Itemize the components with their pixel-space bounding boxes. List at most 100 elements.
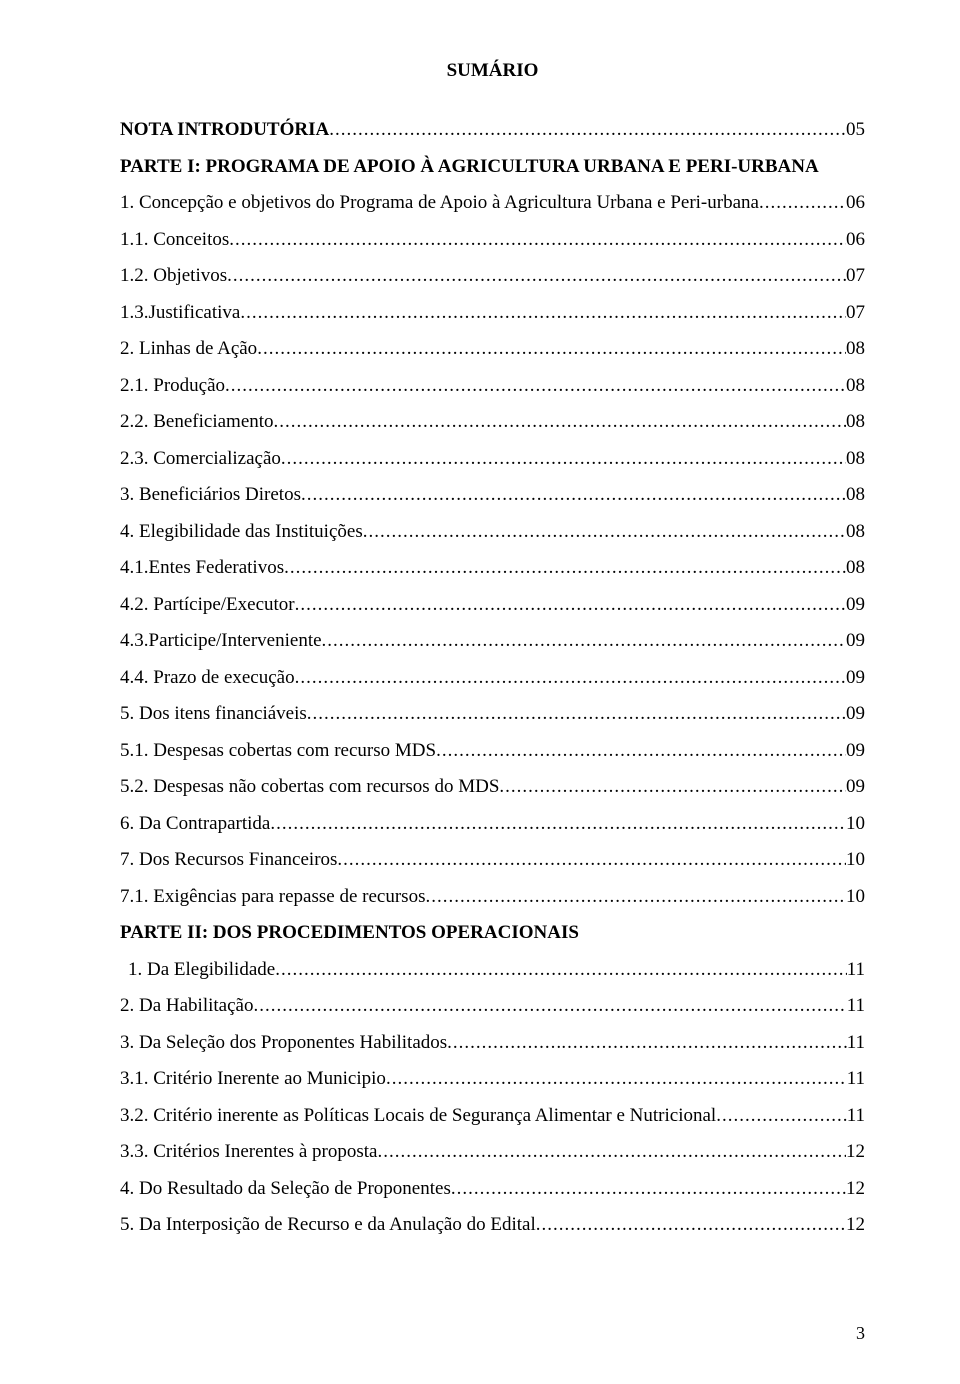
toc-entry-text: PARTE II: DOS PROCEDIMENTOS OPERACIONAIS [120, 923, 865, 942]
toc-entry-text: 5.2. Despesas não cobertas com recursos … [120, 777, 499, 796]
page-number: 3 [856, 1323, 865, 1344]
document-title: SUMÁRIO [120, 60, 865, 82]
toc-entry-page: 08 [846, 376, 865, 395]
toc-dots [225, 376, 846, 395]
toc-entry-page: 08 [846, 558, 865, 577]
toc-entry: 4.2. Partícipe/Executor 09 [120, 595, 865, 614]
toc-dots [240, 303, 846, 322]
toc-entry: 7. Dos Recursos Financeiros10 [120, 850, 865, 869]
toc-entry-page: 11 [847, 960, 865, 979]
toc-entry-text: 1.3.Justificativa [120, 303, 240, 322]
toc-entry-page: 08 [846, 485, 865, 504]
toc-entry-text: 4.3.Participe/Interveniente [120, 631, 322, 650]
toc-entry-page: 08 [846, 522, 865, 541]
toc-entry: 7.1. Exigências para repasse de recursos… [120, 887, 865, 906]
toc-dots [386, 1069, 847, 1088]
toc-entry-page: 10 [846, 814, 865, 833]
toc-entry-page: 12 [846, 1215, 865, 1234]
toc-entry: 3.3. Critérios Inerentes à proposta 12 [120, 1142, 865, 1161]
toc-dots [281, 449, 846, 468]
toc-dots [295, 595, 846, 614]
toc-dots [295, 668, 846, 687]
toc-dots [759, 193, 846, 212]
toc-entry-page: 09 [846, 704, 865, 723]
toc-entry: 1. Da Elegibilidade 11 [120, 960, 865, 979]
toc-entry-page: 07 [846, 303, 865, 322]
toc-entry-page: 05 [846, 120, 865, 139]
toc-entry: 6. Da Contrapartida10 [120, 814, 865, 833]
toc-entry-text: 7.1. Exigências para repasse de recursos [120, 887, 425, 906]
toc-dots [377, 1142, 846, 1161]
toc-dots [447, 1033, 561, 1052]
toc-entry-page: 09 [846, 668, 865, 687]
toc-entry-page: 09 [846, 741, 865, 760]
toc-entry-text: 3.3. Critérios Inerentes à proposta [120, 1142, 377, 1161]
toc-entry: 1.3.Justificativa 07 [120, 303, 865, 322]
toc-dots [561, 1033, 846, 1052]
toc-entry: 4. Elegibilidade das Instituições 08 [120, 522, 865, 541]
toc-entry-page: 12 [846, 1142, 865, 1161]
toc-dots [274, 412, 846, 431]
toc-dots [536, 1215, 846, 1234]
toc-entry: 1.2. Objetivos 07 [120, 266, 865, 285]
toc-entry-text: 4. Elegibilidade das Instituições [120, 522, 363, 541]
toc-entry-text: 5. Da Interposição de Recurso e da Anula… [120, 1215, 536, 1234]
toc-entry-page: 10 [846, 887, 865, 906]
toc-entry-text: 2.2. Beneficiamento [120, 412, 274, 431]
toc-dots [275, 960, 846, 979]
toc-entry-text: 1.2. Objetivos [120, 266, 227, 285]
toc-entry-page: 09 [846, 595, 865, 614]
toc-dots [716, 1106, 847, 1125]
toc-entry-text: 2. Da Habilitação [120, 996, 253, 1015]
toc-entry: 3. Beneficiários Diretos08 [120, 485, 865, 504]
toc-dots [257, 339, 846, 358]
toc-entry-text: 2.1. Produção [120, 376, 225, 395]
toc-entry-text: 3.2. Critério inerente as Políticas Loca… [120, 1106, 716, 1125]
toc-entry-page: 08 [846, 449, 865, 468]
table-of-contents: NOTA INTRODUTÓRIA05 PARTE I: PROGRAMA DE … [120, 120, 865, 1234]
toc-entry-page: 08 [846, 412, 865, 431]
toc-entry-text: 4.4. Prazo de execução [120, 668, 295, 687]
toc-entry-text: 3. Da Seleção dos Proponentes Habilitado… [120, 1033, 447, 1052]
toc-entry: 5.2. Despesas não cobertas com recursos … [120, 777, 865, 796]
toc-entry-text: 4.1.Entes Federativos [120, 558, 284, 577]
toc-entry: PARTE I: PROGRAMA DE APOIO À AGRICULTURA… [120, 157, 865, 176]
toc-dots [307, 704, 846, 723]
toc-entry-page: 09 [846, 631, 865, 650]
toc-entry-page: 12 [846, 1179, 865, 1198]
toc-dots [499, 777, 846, 796]
toc-entry-page: 11 [847, 1033, 865, 1052]
toc-entry: 2. Da Habilitação11 [120, 996, 865, 1015]
toc-entry-page: 06 [846, 193, 865, 212]
toc-dots [270, 814, 846, 833]
toc-entry-page: 11 [847, 1069, 865, 1088]
toc-entry: 1.1. Conceitos06 [120, 230, 865, 249]
toc-entry-text: 1. Da Elegibilidade [120, 960, 275, 979]
toc-dots [425, 887, 846, 906]
toc-entry-page: 07 [846, 266, 865, 285]
toc-entry-text: 7. Dos Recursos Financeiros [120, 850, 337, 869]
toc-entry: 2.3. Comercialização 08 [120, 449, 865, 468]
toc-entry: 5. Da Interposição de Recurso e da Anula… [120, 1215, 865, 1234]
toc-entry-text: 2.3. Comercialização [120, 449, 281, 468]
toc-dots [363, 522, 846, 541]
toc-dots [337, 850, 846, 869]
toc-entry-text: 4.2. Partícipe/Executor [120, 595, 295, 614]
toc-dots [227, 266, 846, 285]
toc-dots [253, 996, 846, 1015]
toc-entry-text: 4. Do Resultado da Seleção de Proponente… [120, 1179, 451, 1198]
toc-entry-text: 5. Dos itens financiáveis [120, 704, 307, 723]
toc-entry-page: 09 [846, 777, 865, 796]
toc-dots [284, 558, 846, 577]
toc-entry-text: 2. Linhas de Ação [120, 339, 257, 358]
toc-entry-page: 11 [847, 1106, 865, 1125]
toc-entry: 4.4. Prazo de execução 09 [120, 668, 865, 687]
toc-dots [451, 1179, 846, 1198]
toc-entry: PARTE II: DOS PROCEDIMENTOS OPERACIONAIS [120, 923, 865, 942]
toc-entry: 4. Do Resultado da Seleção de Proponente… [120, 1179, 865, 1198]
toc-entry-text: 1.1. Conceitos [120, 230, 229, 249]
toc-entry: 2.2. Beneficiamento 08 [120, 412, 865, 431]
toc-entry-page: 08 [846, 339, 865, 358]
toc-entry: NOTA INTRODUTÓRIA05 [120, 120, 865, 139]
toc-entry-text: 3.1. Critério Inerente ao Municipio [120, 1069, 386, 1088]
